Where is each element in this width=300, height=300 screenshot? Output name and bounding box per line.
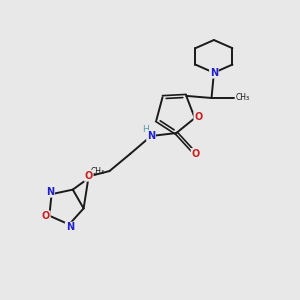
- Text: O: O: [42, 211, 50, 221]
- Text: N: N: [147, 131, 155, 141]
- Text: H: H: [142, 125, 149, 134]
- Text: CH₃: CH₃: [91, 167, 105, 176]
- Text: O: O: [85, 171, 93, 181]
- Text: N: N: [66, 223, 74, 232]
- Text: N: N: [46, 187, 54, 197]
- Text: O: O: [191, 149, 200, 159]
- Text: N: N: [210, 68, 218, 78]
- Text: O: O: [194, 112, 202, 122]
- Text: CH₃: CH₃: [236, 93, 250, 102]
